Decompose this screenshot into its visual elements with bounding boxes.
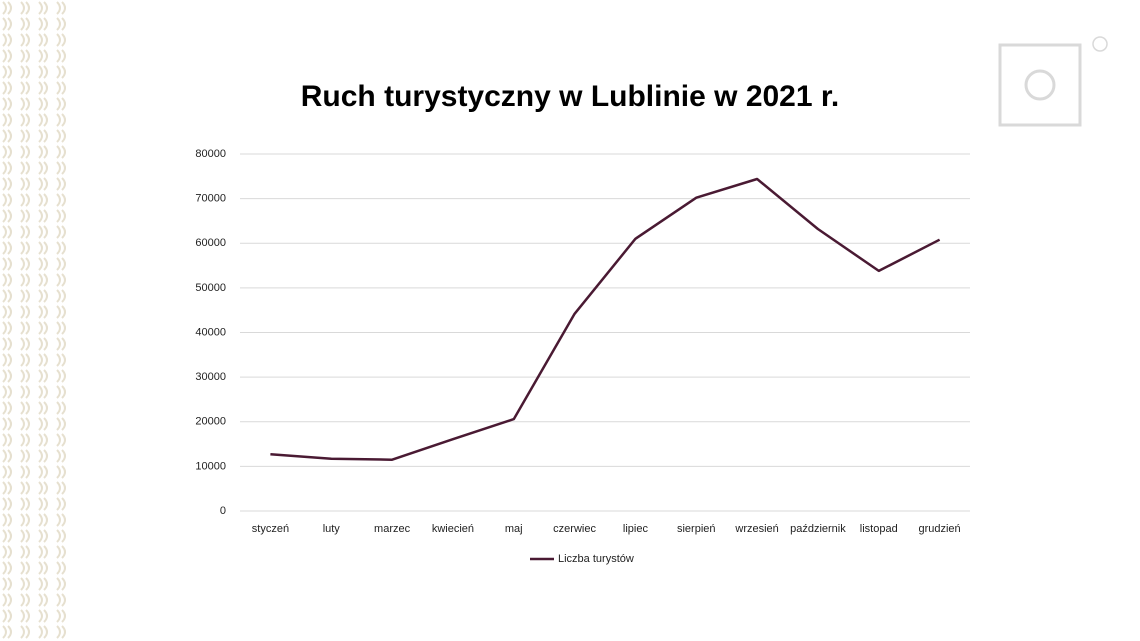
x-tick-label: sierpień [677,523,716,535]
y-tick-label: 50000 [195,282,226,294]
x-tick-label: listopad [860,523,898,535]
x-tick-label: maj [505,523,523,535]
y-tick-label: 30000 [195,371,226,383]
data-line [270,177,941,461]
logo [998,36,1108,127]
x-tick-label: styczeń [252,523,289,535]
y-tick-label: 80000 [195,148,226,160]
x-tick-label: wrzesień [734,523,778,535]
x-tick-label: lipiec [623,523,649,535]
y-tick-label: 60000 [195,237,226,249]
y-tick-label: 40000 [195,326,226,338]
y-tick-label: 20000 [195,416,226,428]
x-tick-label: czerwiec [553,523,596,535]
chart-title: Ruch turystyczny w Lublinie w 2021 r. [301,80,840,113]
decor-pattern [0,0,66,641]
y-tick-label: 70000 [195,193,226,205]
y-tick-label: 10000 [195,460,226,472]
x-tick-label: kwiecień [432,523,474,535]
x-tick-label: październik [790,523,846,535]
x-tick-label: luty [323,523,341,535]
legend-label: Liczba turystów [558,553,634,565]
y-tick-label: 0 [220,505,226,517]
x-tick-label: grudzień [918,523,960,535]
x-tick-label: marzec [374,523,411,535]
